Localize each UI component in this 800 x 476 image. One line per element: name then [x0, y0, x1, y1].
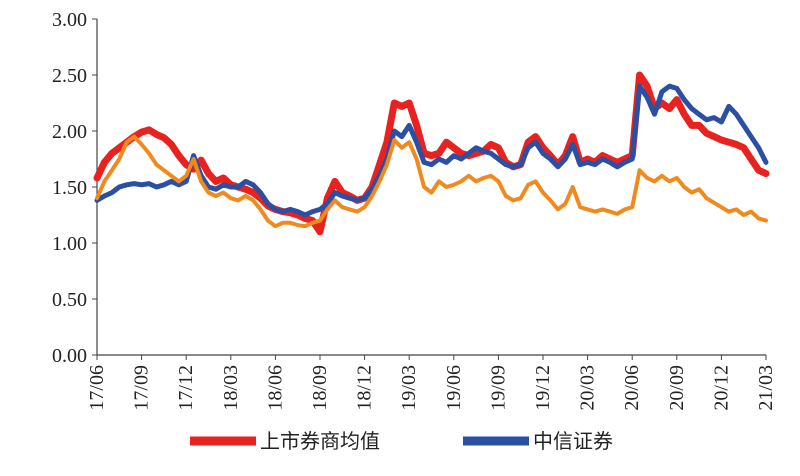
- x-tick-label: 17/12: [175, 365, 197, 411]
- y-tick-label: 3.00: [52, 9, 87, 31]
- x-tick-label: 19/12: [532, 365, 554, 411]
- series-line-2: [94, 83, 769, 218]
- chart-legend: 上市券商均值 中信证券: [190, 429, 613, 453]
- y-tick-label: 1.00: [52, 233, 87, 255]
- x-tick-label: 18/03: [220, 365, 242, 411]
- x-tick-label: 20/06: [621, 365, 643, 411]
- x-tick-label: 20/03: [577, 365, 599, 411]
- x-tick-label: 18/06: [264, 365, 286, 411]
- x-tick-label: 19/06: [443, 365, 465, 411]
- series-line-3: [95, 134, 768, 229]
- y-tick-label: 1.50: [52, 177, 87, 199]
- x-tick-label: 20/12: [710, 365, 732, 411]
- chart-axes: [96, 19, 766, 356]
- x-tick-label: 21/03: [755, 365, 777, 411]
- x-tick-label: 18/12: [354, 365, 376, 411]
- y-tick-label: 2.50: [52, 65, 87, 87]
- legend-label: 中信证券: [533, 429, 613, 453]
- y-tick-label: 0.00: [52, 345, 87, 367]
- legend-label: 上市券商均值: [260, 429, 380, 453]
- x-tick-label: 17/06: [86, 365, 108, 411]
- x-tick-label: 19/03: [398, 365, 420, 411]
- x-tick-label: 19/09: [487, 365, 509, 411]
- x-tick-label: 18/09: [309, 365, 331, 411]
- series-line-1: [93, 71, 770, 236]
- x-tick-label: 20/09: [666, 365, 688, 411]
- y-axis-ticks: 0.00 0.50 1.00 1.50 2.00 2.50 3.00: [52, 9, 97, 367]
- x-axis-ticks: 17/06 17/09 17/12 18/03 18/06 18/09 18/12 19/03…: [86, 355, 777, 411]
- x-tick-label: 17/09: [131, 365, 153, 411]
- chart-series: [93, 71, 770, 236]
- y-tick-label: 2.00: [52, 121, 87, 143]
- y-tick-label: 0.50: [52, 289, 87, 311]
